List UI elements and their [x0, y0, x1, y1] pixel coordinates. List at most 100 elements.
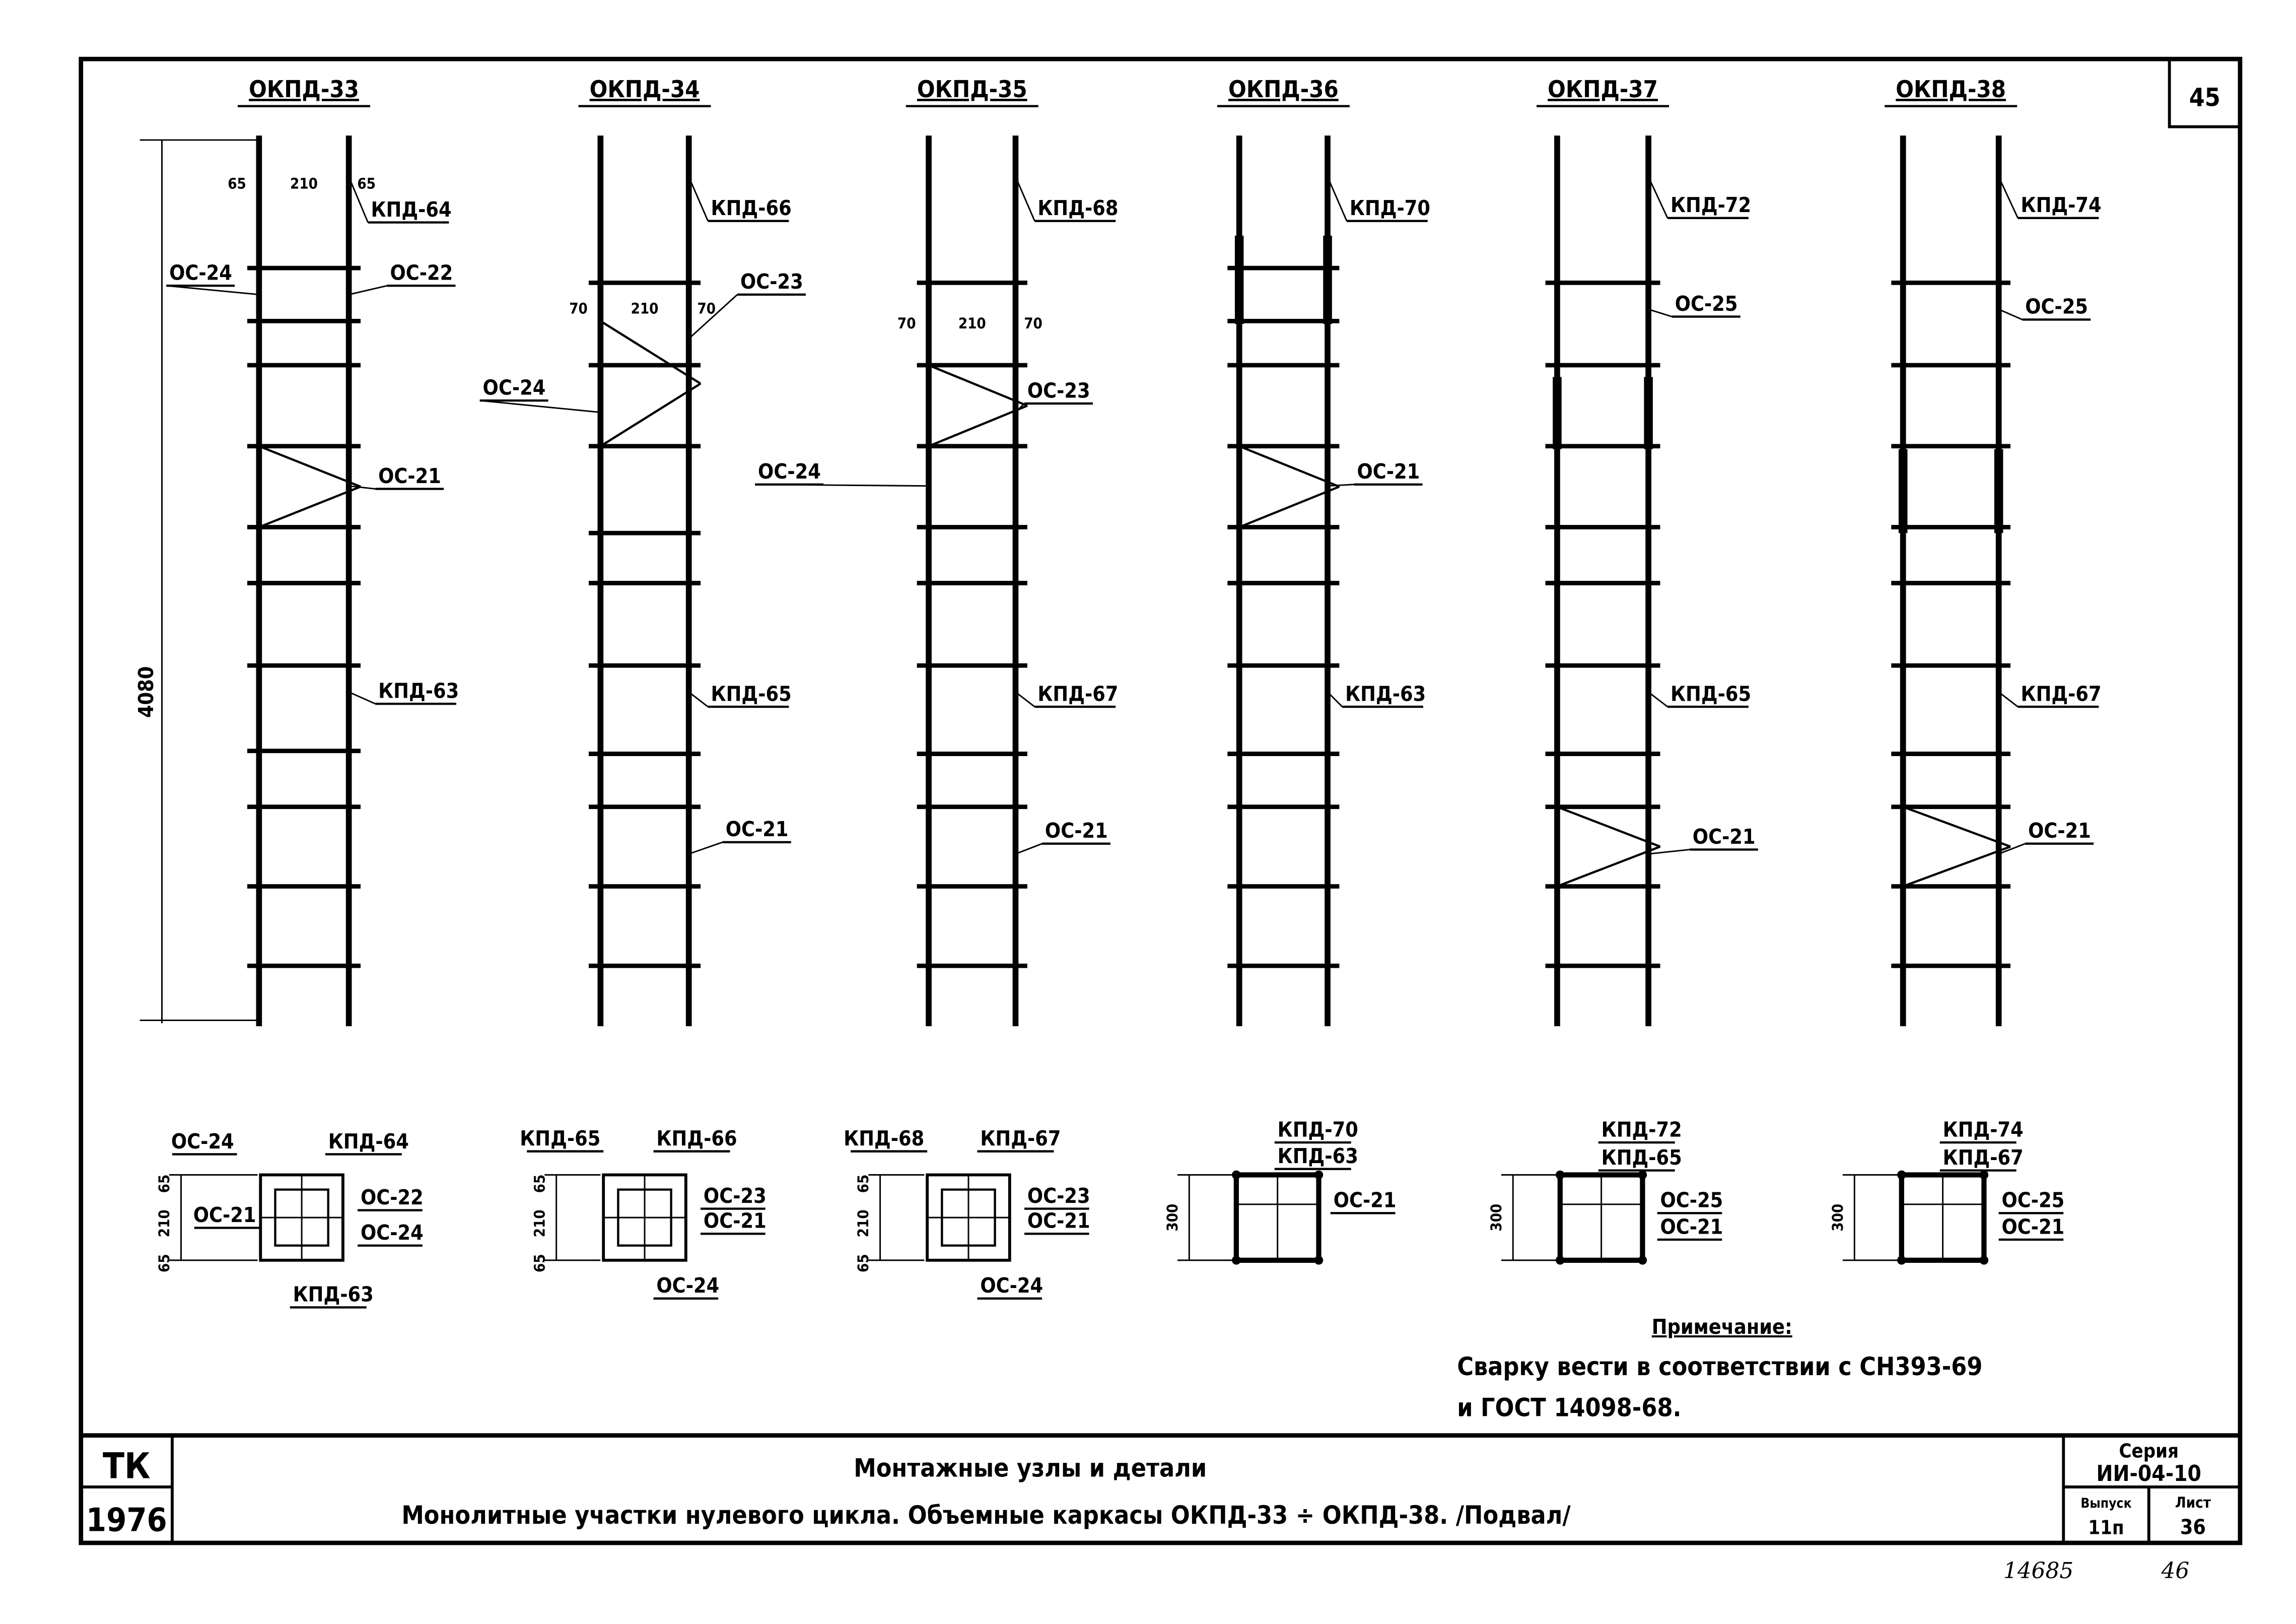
rod-dot — [1979, 1170, 1989, 1180]
elevation-title: ОКПД-36 — [1228, 76, 1339, 103]
leader-line — [1998, 308, 2023, 320]
rod-dot — [1897, 1170, 1906, 1180]
section-label: ОС-24 — [361, 1221, 424, 1245]
series-label: Серия — [2119, 1440, 2179, 1462]
dimension-value: 210 — [531, 1209, 548, 1237]
leader-line — [688, 841, 723, 855]
elevation-label: ОС-21 — [378, 464, 441, 488]
leader-line — [688, 294, 738, 340]
title-line-2: Монолитные участки нулевого цикла. Объем… — [401, 1501, 1571, 1530]
leader-line — [1998, 843, 2026, 855]
section-label: КПД-65 — [1602, 1145, 1682, 1170]
sheet-label: Лист — [2175, 1494, 2211, 1511]
elevation-title: ОКПД-33 — [249, 76, 359, 103]
brace — [1902, 845, 2011, 888]
section-label: КПД-70 — [1278, 1117, 1358, 1141]
section-label: КПД-65 — [520, 1126, 600, 1151]
rod-dot — [1232, 1170, 1241, 1180]
issue-value: 11п — [2088, 1516, 2124, 1538]
elevation-label: КПД-70 — [1350, 196, 1430, 220]
elevation-label: ОС-25 — [2025, 295, 2088, 319]
brace — [1557, 805, 1661, 848]
elevation-окпд-35: ОКПД-35 КПД-68 ОС-23 ОС-24 КПД-67 ОС-21 70 210 7… — [755, 76, 1118, 1027]
section-label: ОС-21 — [1660, 1214, 1723, 1239]
elevation-title: ОКПД-38 — [1896, 76, 2006, 103]
elevation-label: ОС-23 — [740, 269, 803, 294]
note-heading: Примечание: — [1652, 1315, 1792, 1339]
leader-line — [1015, 843, 1042, 855]
dimension-value: 65 — [156, 1254, 173, 1272]
elevation-label: ОС-21 — [1045, 819, 1108, 843]
section-label: КПД-63 — [293, 1282, 374, 1307]
elevation-label: ОС-23 — [1027, 378, 1090, 402]
leader-line — [1648, 308, 1673, 317]
section-label: КПД-74 — [1943, 1117, 2024, 1141]
dimension-value: 70 — [569, 300, 588, 317]
section-label: КПД-66 — [656, 1126, 737, 1151]
dimension-value: 210 — [290, 175, 318, 192]
leader-line — [349, 285, 387, 296]
elevation-title: ОКПД-37 — [1548, 76, 1658, 103]
sheet-frame — [79, 56, 2243, 1545]
dimension-value: 65 — [531, 1175, 548, 1193]
leader-line — [479, 399, 601, 414]
dimension-value: 65 — [357, 175, 376, 192]
elevation-окпд-33: ОКПД-33 КПД-64 ОС-24 ОС-22 ОС-21 КПД-63 65 210 6… — [134, 76, 459, 1027]
elevation-label: ОС-21 — [1693, 825, 1756, 849]
elevation-label: КПД-63 — [1345, 682, 1426, 706]
section-view-4: 300 КПД-70 КПД-63 ОС-21 — [1164, 1117, 1397, 1265]
dimension-value: 70 — [1024, 315, 1042, 332]
rod-dot — [1556, 1170, 1565, 1180]
elevation-окпд-38: ОКПД-38 КПД-74 ОС-25 КПД-67 ОС-21 — [1885, 76, 2102, 1027]
leader-line — [1015, 176, 1035, 222]
elevation-окпд-37: ОКПД-37 КПД-72 ОС-25 КПД-65 ОС-21 — [1537, 76, 1758, 1027]
elevation-label: ОС-21 — [726, 817, 789, 841]
elevation-label: КПД-63 — [378, 679, 459, 703]
rod-dot — [1979, 1256, 1989, 1265]
dimension-value: 65 — [228, 175, 246, 192]
page-number: 46 — [2161, 1558, 2189, 1584]
elevation-label: КПД-66 — [711, 196, 792, 220]
leader-line — [1015, 402, 1025, 413]
leader-line — [688, 691, 709, 708]
section-label: ОС-25 — [2002, 1188, 2065, 1212]
dimension-value: 65 — [855, 1254, 872, 1272]
elevation-label: КПД-65 — [711, 682, 792, 706]
dimension-value: 300 — [1829, 1204, 1846, 1232]
title-line-1: Монтажные узлы и детали — [854, 1453, 1207, 1482]
series-value: ИИ-04-10 — [2097, 1461, 2201, 1486]
elevation-label: ОС-21 — [1357, 459, 1420, 484]
section-view-1: 65 210 65 ОС-24 КПД-64 ОС-22 ОС-21 ОС-24 КПД-63 — [156, 1129, 424, 1309]
rod-dot — [1638, 1170, 1647, 1180]
section-label: ОС-24 — [980, 1273, 1043, 1298]
org-code: ТК — [103, 1445, 151, 1486]
elevation-label: КПД-67 — [2021, 682, 2102, 706]
elevation-label: ОС-22 — [390, 261, 453, 285]
elevation-label: КПД-72 — [1671, 193, 1751, 217]
section-label: ОС-21 — [2002, 1214, 2065, 1239]
elevation-label: ОС-25 — [1675, 292, 1738, 316]
rod-dot — [1314, 1170, 1324, 1180]
section-label: ОС-21 — [1027, 1209, 1090, 1233]
elevation-label: КПД-67 — [1037, 682, 1118, 706]
sheet-corner-number: 45 — [2189, 83, 2220, 112]
dimension-value: 210 — [855, 1209, 872, 1237]
leader-line — [688, 176, 709, 222]
leader-line — [1998, 691, 2019, 708]
brace — [258, 445, 361, 488]
section-label: ОС-23 — [704, 1184, 767, 1208]
section-label: ОС-22 — [361, 1185, 424, 1209]
brace — [928, 404, 1028, 447]
dimension-value: 65 — [531, 1254, 548, 1272]
elevation-label: КПД-65 — [1671, 682, 1751, 706]
title-block: ТК 1976 Монтажные узлы и детали Монолитн… — [86, 1440, 2211, 1539]
elevation-label: ОС-24 — [483, 375, 546, 399]
dimension-value: 70 — [897, 315, 916, 332]
rod-dot — [1314, 1256, 1324, 1265]
sheet-value: 36 — [2180, 1515, 2206, 1539]
rod-dot — [1556, 1256, 1565, 1265]
